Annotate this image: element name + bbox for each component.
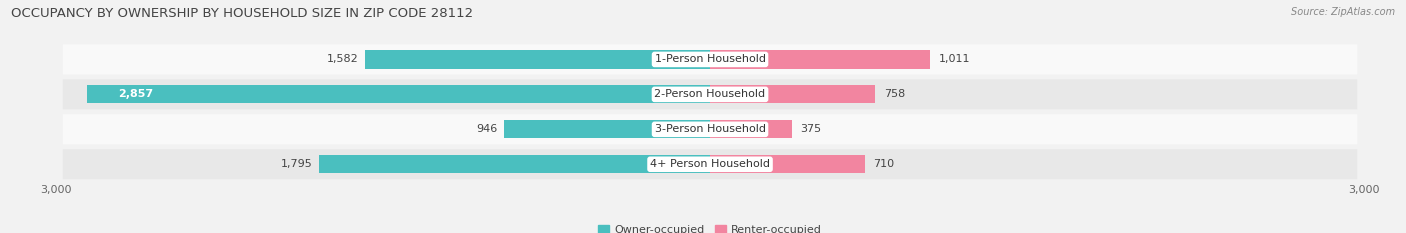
Text: 2,857: 2,857 xyxy=(118,89,153,99)
Bar xyxy=(710,120,792,138)
FancyBboxPatch shape xyxy=(63,149,1357,179)
Text: 946: 946 xyxy=(477,124,498,134)
Text: 710: 710 xyxy=(873,159,894,169)
Text: 3-Person Household: 3-Person Household xyxy=(655,124,765,134)
Text: 1,011: 1,011 xyxy=(939,55,970,64)
Legend: Owner-occupied, Renter-occupied: Owner-occupied, Renter-occupied xyxy=(593,220,827,233)
Text: 1,582: 1,582 xyxy=(328,55,359,64)
Text: Source: ZipAtlas.com: Source: ZipAtlas.com xyxy=(1291,7,1395,17)
Text: 4+ Person Household: 4+ Person Household xyxy=(650,159,770,169)
Text: 1-Person Household: 1-Person Household xyxy=(655,55,765,64)
Bar xyxy=(366,50,710,69)
Bar xyxy=(710,85,875,103)
FancyBboxPatch shape xyxy=(63,44,1357,75)
Bar xyxy=(710,50,931,69)
Bar xyxy=(503,120,710,138)
FancyBboxPatch shape xyxy=(63,79,1357,110)
Text: 758: 758 xyxy=(884,89,905,99)
Bar xyxy=(710,155,865,173)
Text: 375: 375 xyxy=(800,124,821,134)
Text: 2-Person Household: 2-Person Household xyxy=(654,89,766,99)
FancyBboxPatch shape xyxy=(63,114,1357,144)
Bar xyxy=(319,155,710,173)
Bar xyxy=(87,85,710,103)
Text: OCCUPANCY BY OWNERSHIP BY HOUSEHOLD SIZE IN ZIP CODE 28112: OCCUPANCY BY OWNERSHIP BY HOUSEHOLD SIZE… xyxy=(11,7,474,20)
Text: 1,795: 1,795 xyxy=(281,159,312,169)
